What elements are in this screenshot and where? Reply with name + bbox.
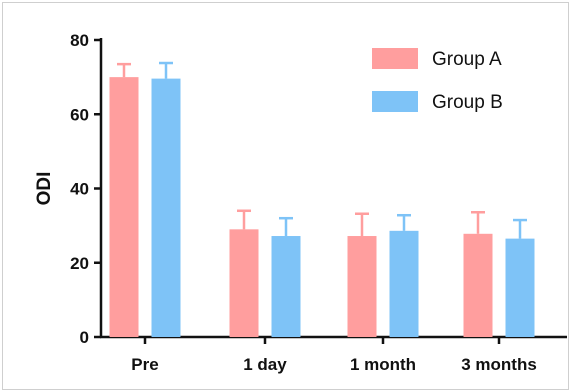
y-tick-label: 60 [70,105,89,124]
legend-label: Group A [432,49,502,70]
legend: Group A Group B [372,48,503,113]
bar-group-a [109,77,139,337]
x-tick-label: Pre [131,355,158,374]
bar-group-a [347,236,377,337]
y-tick-label: 40 [70,180,89,199]
y-tick-label: 0 [80,328,89,347]
bars [109,61,535,338]
x-tick-label: 3 months [461,355,537,374]
x-tick-label: 1 day [243,355,287,374]
bar-group-b [505,238,535,337]
bar-group-b [151,78,181,338]
bar-group-a [229,229,259,337]
legend-swatch [372,91,418,112]
y-tick-label: 80 [70,31,89,50]
legend-swatch [372,48,418,69]
x-tick-label: 1 month [350,355,416,374]
bar-group-b [389,230,419,337]
legend-label: Group B [432,92,503,113]
bar-group-a [463,233,493,337]
y-axis-title: ODI [34,172,55,206]
bar-group-b [271,236,301,337]
y-tick-label: 20 [70,254,89,273]
